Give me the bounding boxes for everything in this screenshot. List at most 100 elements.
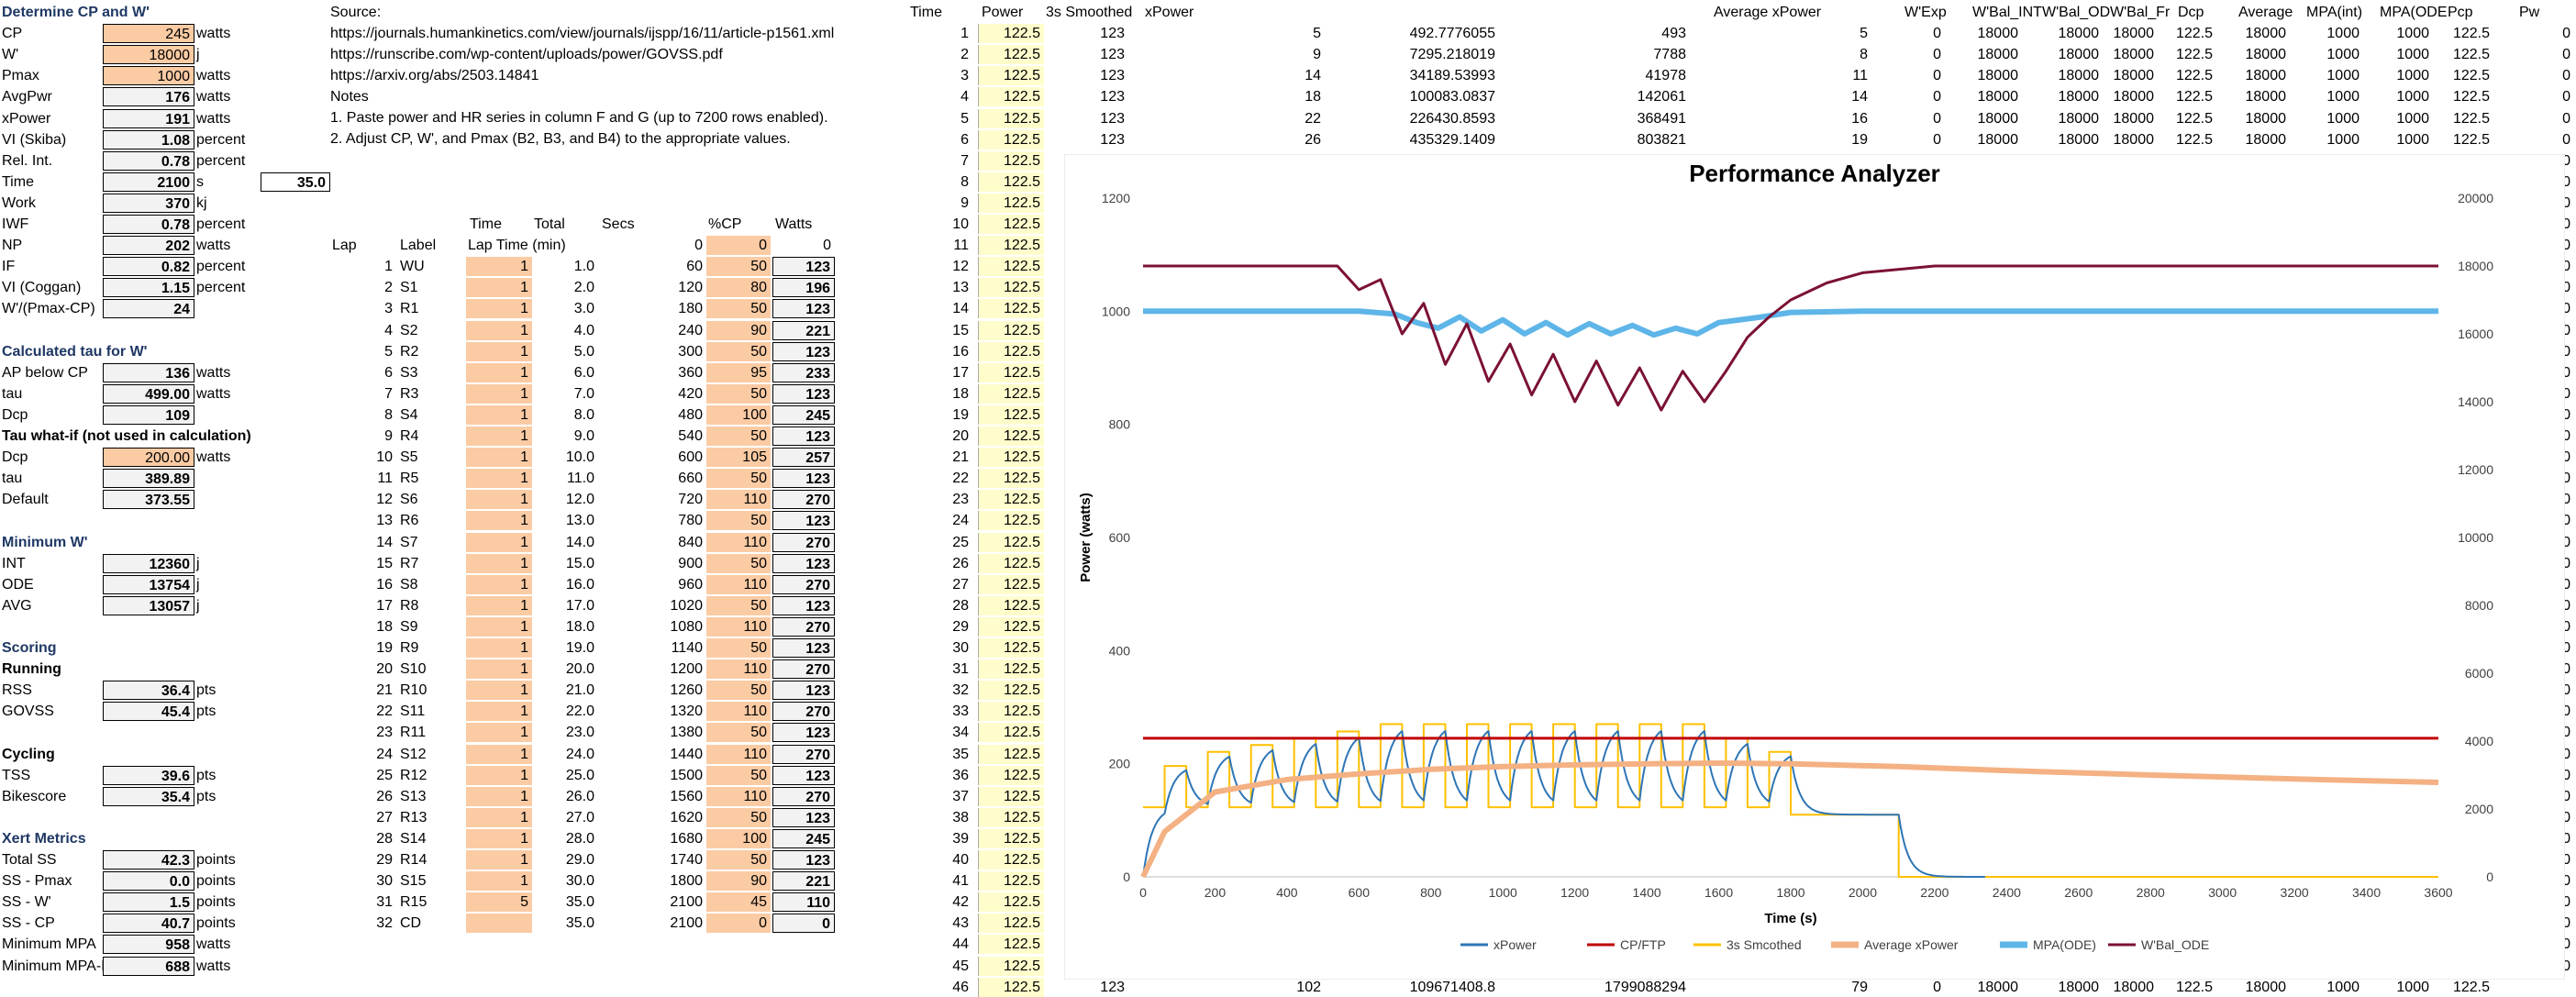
metric-value[interactable]: 39.6 [103, 765, 194, 785]
lap-pct-cp-input[interactable]: 45 [706, 892, 771, 913]
data-power[interactable]: 122.5 [978, 850, 1044, 870]
metric-value[interactable]: 688 [103, 956, 194, 976]
data-power[interactable]: 122.5 [978, 129, 1044, 150]
lap-time-input[interactable]: 1 [466, 362, 532, 382]
lap-pct-cp-input[interactable]: 110 [706, 490, 771, 510]
lap-pct-cp-input[interactable]: 50 [706, 850, 771, 870]
metric-value[interactable]: 1000 [103, 66, 194, 86]
lap-pct-cp-input[interactable]: 80 [706, 278, 771, 298]
lap-pct-cp-input[interactable]: 90 [706, 320, 771, 340]
metric-value[interactable]: 0.78 [103, 150, 194, 171]
data-power[interactable]: 122.5 [978, 490, 1044, 510]
lap-pct-cp-input[interactable]: 110 [706, 574, 771, 594]
data-power[interactable]: 122.5 [978, 320, 1044, 340]
lap-pct-cp-input[interactable]: 110 [706, 616, 771, 637]
metric-value[interactable]: 36.4 [103, 681, 194, 701]
lap-time-input[interactable]: 1 [466, 850, 532, 870]
data-power[interactable]: 122.5 [978, 956, 1044, 976]
metric-value[interactable]: 12360 [103, 553, 194, 573]
lap-time-input[interactable]: 1 [466, 341, 532, 361]
data-power[interactable]: 122.5 [978, 469, 1044, 489]
data-power[interactable]: 122.5 [978, 892, 1044, 913]
lap-time-input[interactable]: 1 [466, 702, 532, 722]
lap-time-input[interactable]: 1 [466, 744, 532, 764]
lap-pct-cp-input[interactable]: 50 [706, 681, 771, 701]
data-power[interactable]: 122.5 [978, 383, 1044, 404]
lap-time-input[interactable] [466, 914, 532, 934]
data-power[interactable]: 122.5 [978, 638, 1044, 658]
lap-pct-cp-input[interactable]: 110 [706, 702, 771, 722]
lap-time-input[interactable]: 1 [466, 723, 532, 743]
lap-pct-cp-input[interactable]: 50 [706, 383, 771, 404]
data-power[interactable]: 122.5 [978, 404, 1044, 425]
lap-pct-cp-input[interactable]: 90 [706, 871, 771, 892]
source-link-2[interactable]: https://runscribe.com/wp-content/uploads… [330, 47, 723, 62]
metric-value[interactable]: 499.00 [103, 383, 194, 404]
metric-value[interactable]: 958 [103, 935, 194, 955]
lap-pct-cp-input[interactable]: 110 [706, 786, 771, 806]
lap-time-input[interactable]: 1 [466, 765, 532, 785]
lap-time-input[interactable]: 1 [466, 871, 532, 892]
data-power[interactable]: 122.5 [978, 723, 1044, 743]
metric-value[interactable]: 191 [103, 108, 194, 128]
lap-time-input[interactable]: 1 [466, 828, 532, 848]
data-power[interactable]: 122.5 [978, 150, 1044, 171]
data-power[interactable]: 122.5 [978, 828, 1044, 848]
lap-time-input[interactable]: 1 [466, 574, 532, 594]
metric-value[interactable]: 136 [103, 362, 194, 382]
lap-time-input[interactable]: 1 [466, 404, 532, 425]
data-power[interactable]: 122.5 [978, 977, 1044, 997]
metric-value[interactable]: 0.78 [103, 215, 194, 234]
metric-value[interactable]: 1.08 [103, 129, 194, 150]
lap-pct-cp-input[interactable]: 0 [706, 914, 771, 934]
data-power[interactable]: 122.5 [978, 87, 1044, 107]
lap-time-input[interactable]: 1 [466, 616, 532, 637]
lap-pct-cp-input[interactable]: 50 [706, 341, 771, 361]
data-power[interactable]: 122.5 [978, 362, 1044, 382]
metric-value[interactable]: 0.82 [103, 257, 194, 277]
metric-value[interactable]: 109 [103, 404, 194, 425]
data-power[interactable]: 122.5 [978, 448, 1044, 468]
lap-pct-cp-input[interactable]: 50 [706, 469, 771, 489]
lap-time-input[interactable]: 1 [466, 553, 532, 573]
lap-pct-cp-input[interactable]: 110 [706, 744, 771, 764]
lap-time-input[interactable]: 1 [466, 786, 532, 806]
data-power[interactable]: 122.5 [978, 914, 1044, 934]
metric-value[interactable]: 200.00 [103, 448, 194, 468]
metric-value[interactable]: 2100 [103, 172, 194, 192]
data-power[interactable]: 122.5 [978, 532, 1044, 552]
lap-pct-cp-input[interactable]: 110 [706, 532, 771, 552]
lap-time-input[interactable]: 1 [466, 490, 532, 510]
lap-time-input[interactable]: 1 [466, 448, 532, 468]
lap-time-input[interactable]: 1 [466, 320, 532, 340]
metric-value[interactable]: 13057 [103, 595, 194, 615]
lap-time-input[interactable]: 1 [466, 278, 532, 298]
data-power[interactable]: 122.5 [978, 66, 1044, 86]
lap-pct-cp-input[interactable]: 50 [706, 257, 771, 277]
source-link-3[interactable]: https://arxiv.org/abs/2503.14841 [330, 68, 539, 83]
data-power[interactable]: 122.5 [978, 659, 1044, 680]
data-power[interactable]: 122.5 [978, 786, 1044, 806]
lap-time-input[interactable]: 1 [466, 511, 532, 531]
lap-pct-cp-input[interactable]: 50 [706, 765, 771, 785]
metric-value[interactable]: 0.0 [103, 871, 194, 892]
data-power[interactable]: 122.5 [978, 215, 1044, 234]
lap-pct-cp-input[interactable]: 50 [706, 426, 771, 446]
metric-value[interactable]: 176 [103, 87, 194, 107]
data-power[interactable]: 122.5 [978, 681, 1044, 701]
source-link-1[interactable]: https://journals.humankinetics.com/view/… [330, 26, 835, 41]
lap-pct-cp-input[interactable]: 50 [706, 595, 771, 615]
data-power[interactable]: 122.5 [978, 426, 1044, 446]
data-power[interactable]: 122.5 [978, 108, 1044, 128]
lap-time-input[interactable]: 5 [466, 892, 532, 913]
lap-time-input[interactable]: 1 [466, 532, 532, 552]
metric-value[interactable]: 370 [103, 193, 194, 213]
metric-value[interactable]: 35.4 [103, 786, 194, 806]
metric-value[interactable]: 18000 [103, 45, 194, 65]
data-power[interactable]: 122.5 [978, 341, 1044, 361]
metric-value[interactable]: 42.3 [103, 850, 194, 870]
data-power[interactable]: 122.5 [978, 511, 1044, 531]
metric-value[interactable]: 245 [103, 24, 194, 44]
data-power[interactable]: 122.5 [978, 765, 1044, 785]
metric-value[interactable]: 45.4 [103, 702, 194, 722]
